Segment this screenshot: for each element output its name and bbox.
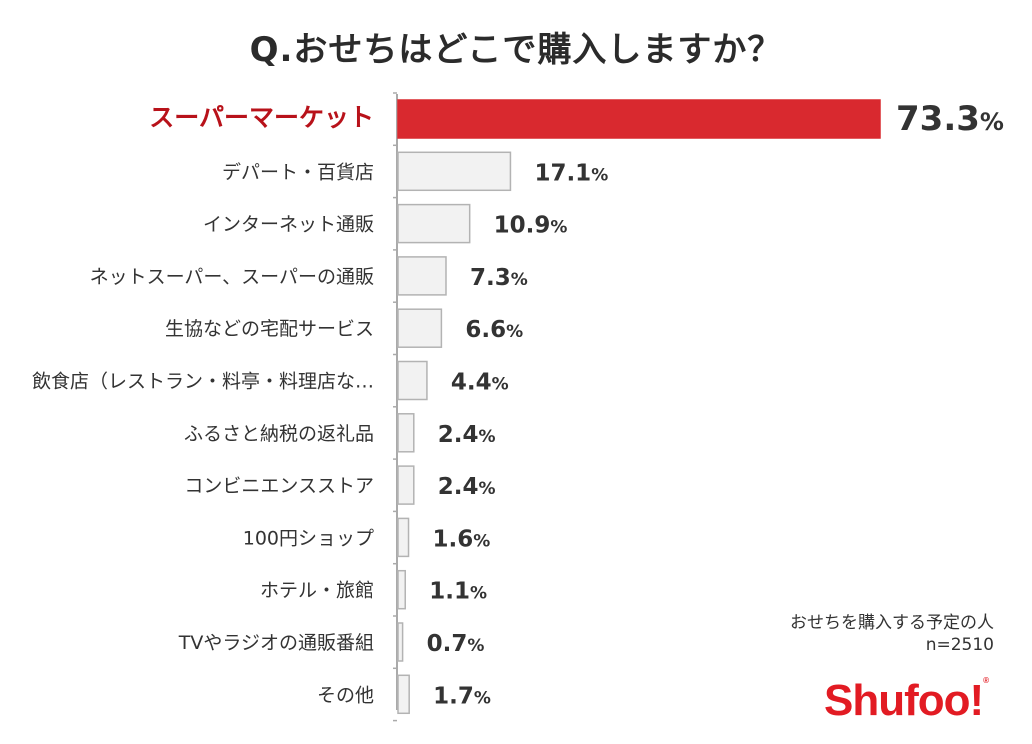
shufoo-logo: Shufoo!® [824,676,989,725]
value-label: 10.9% [494,213,568,239]
sample-note: おせちを購入する予定の人 n=2510 [790,612,994,656]
bar [397,569,406,610]
bar [397,622,404,662]
bar [397,413,415,453]
category-label: ホテル・旅館 [260,580,374,602]
bar [397,517,410,558]
bar [397,256,447,296]
value-label: 6.6% [465,317,523,343]
category-label: その他 [317,684,374,706]
category-label: コンビニエンスストア [184,475,374,497]
bar [397,203,471,244]
category-label: ネットスーパー、スーパーの通販 [90,266,374,288]
bar [397,308,443,348]
value-label: 0.7% [427,631,485,657]
bar [397,465,415,505]
sample-description: おせちを購入する予定の人 [790,613,994,633]
category-label: スーパーマーケット [149,103,374,132]
category-label: 100円ショップ [243,527,374,549]
chart-title: Q.おせちはどこで購入しますか？ [249,30,783,70]
value-label: 4.4% [451,370,509,396]
value-label: 2.4% [438,474,496,500]
value-label: 7.3% [470,265,528,291]
category-label: TVやラジオの通販番組 [178,632,374,654]
category-label: インターネット通販 [203,214,374,236]
value-label: 2.4% [438,422,496,448]
value-label: 73.3% [896,99,1004,139]
sample-size: n=2510 [925,635,994,655]
value-label: 17.1% [534,160,608,186]
category-label: デパート・百貨店 [222,161,374,183]
bar [397,151,512,192]
category-label: 飲食店（レストラン・料亭・料理店な… [32,371,374,393]
value-label: 1.6% [433,526,491,552]
value-label: 1.1% [429,579,487,605]
logo-text: Shufoo! [824,676,984,725]
bar [397,99,881,139]
value-label: 1.7% [433,683,491,709]
bar [397,360,428,401]
category-label: 生協などの宅配サービス [165,318,374,340]
category-label: ふるさと納税の返礼品 [184,423,374,445]
bar [397,674,410,715]
